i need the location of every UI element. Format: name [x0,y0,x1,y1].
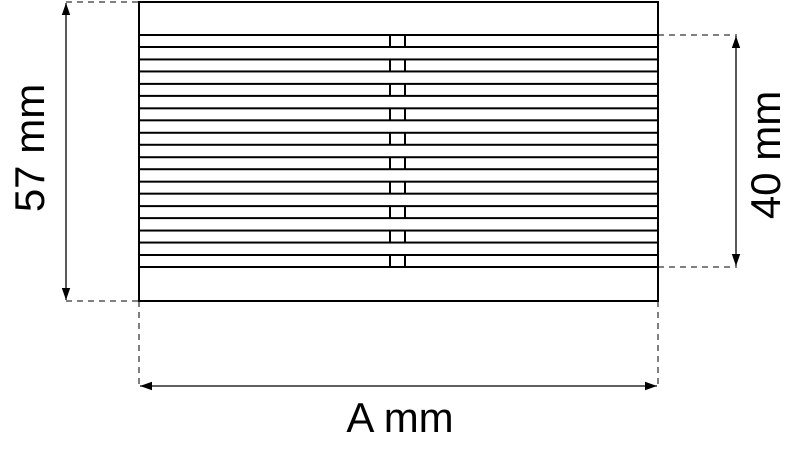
slat [138,107,659,122]
width-dimension [138,301,659,391]
slat [138,34,659,48]
inner-height-dimension [658,34,741,268]
slats [138,34,659,268]
slat [138,229,659,244]
slat [138,58,659,73]
slat [138,254,659,268]
width-label: A mm [346,394,453,441]
inner-height-label: 40 mm [742,91,789,219]
height-label: 57 mm [6,84,53,212]
slat [138,205,659,220]
slat [138,131,659,146]
height-dimension [61,1,139,302]
outer-frame [138,1,659,302]
slat [138,82,659,97]
slat [138,180,659,195]
slat [138,156,659,171]
